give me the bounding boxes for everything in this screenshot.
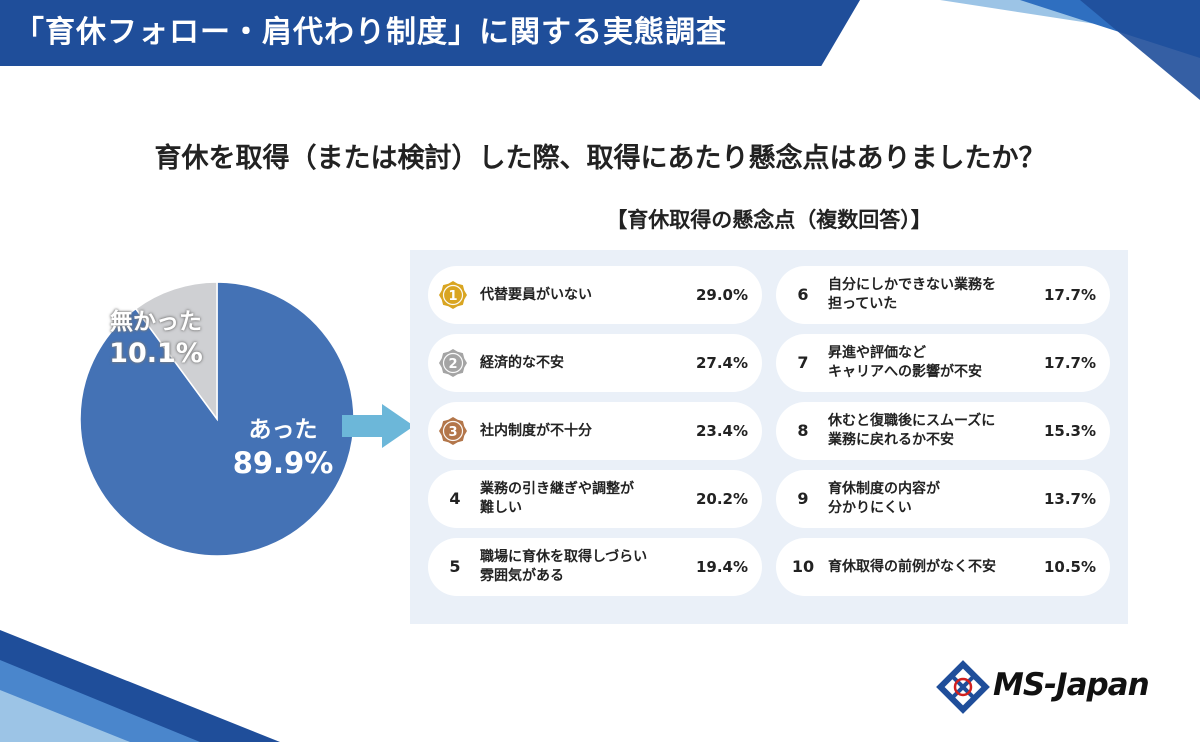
rank-value: 23.4% bbox=[695, 422, 748, 440]
rank-label: 育休取得の前例がなく不安 bbox=[828, 558, 996, 575]
rank-value: 17.7% bbox=[1043, 286, 1096, 304]
rank-label: 職場に育休を取得しづらい 雰囲気がある bbox=[480, 549, 648, 584]
rank-number: 10 bbox=[791, 557, 815, 576]
rank-number: 6 bbox=[797, 285, 809, 304]
panel-title: 【育休取得の懸念点（複数回答）】 bbox=[606, 208, 932, 232]
rank-value: 27.4% bbox=[695, 354, 748, 372]
pie-label-yes-value: 89.9% bbox=[232, 446, 334, 480]
ranking-panel: 1 代替要員がいない 29.0% 2 経済的な不安 27.4% 3 社内制度が不十分 23.4%… bbox=[410, 250, 1128, 624]
survey-question: 育休を取得（または検討）した際、取得にあたり懸念点はありましたか？ bbox=[154, 143, 1046, 174]
rank-value: 19.4% bbox=[695, 558, 748, 576]
rank-number: 3 bbox=[448, 425, 457, 440]
ranking-item-2: 2 経済的な不安 27.4% bbox=[428, 334, 762, 392]
rank-value: 10.5% bbox=[1043, 558, 1096, 576]
silver-medal-icon: 2 bbox=[439, 349, 467, 377]
ranking-item-7: 7 昇進や評価など キャリアへの影響が不安 17.7% bbox=[776, 334, 1110, 392]
rank-label: 自分にしかできない業務を 担っていた bbox=[828, 277, 996, 312]
pie-label-no: 無かった 10.1% bbox=[96, 302, 216, 369]
pie-chart: あった 89.9% 無かった 10.1% bbox=[78, 280, 356, 558]
rank-label: 休むと復職後にスムーズに 業務に戻れるか不安 bbox=[828, 413, 996, 448]
header-banner bbox=[0, 0, 860, 66]
rank-value: 15.3% bbox=[1043, 422, 1096, 440]
rank-value: 13.7% bbox=[1043, 490, 1096, 508]
ranking-item-8: 8 休むと復職後にスムーズに 業務に戻れるか不安 15.3% bbox=[776, 402, 1110, 460]
rank-number: 4 bbox=[449, 489, 461, 508]
rank-label: 業務の引き継ぎや調整が 難しい bbox=[480, 481, 634, 516]
ms-japan-logo-icon bbox=[936, 660, 990, 714]
bronze-medal-icon: 3 bbox=[439, 417, 467, 445]
rank-number: 1 bbox=[448, 289, 457, 304]
rank-number: 7 bbox=[797, 353, 809, 372]
ranking-item-9: 9 育休制度の内容が 分かりにくい 13.7% bbox=[776, 470, 1110, 528]
rank-number: 5 bbox=[449, 557, 461, 576]
rank-label: 育休制度の内容が 分かりにくい bbox=[828, 481, 940, 516]
pie-label-yes-name: あった bbox=[248, 417, 318, 443]
logo-text: MS-Japan bbox=[993, 667, 1150, 703]
ranking-item-5: 5 職場に育休を取得しづらい 雰囲気がある 19.4% bbox=[428, 538, 762, 596]
arrow-icon bbox=[342, 404, 414, 448]
ranking-item-1: 1 代替要員がいない 29.0% bbox=[428, 266, 762, 324]
rank-label: 経済的な不安 bbox=[480, 354, 564, 371]
rank-label: 昇進や評価など キャリアへの影響が不安 bbox=[828, 345, 982, 380]
bottom-left-stripes bbox=[0, 630, 280, 742]
pie-label-no-name: 無かった bbox=[110, 309, 202, 335]
pie-label-yes: あった 89.9% bbox=[228, 410, 338, 480]
header-title: 「育休フォロー・肩代わり制度」に関する実態調査 bbox=[14, 15, 727, 50]
rank-value: 20.2% bbox=[695, 490, 748, 508]
rank-number: 8 bbox=[797, 421, 809, 440]
ranking-item-6: 6 自分にしかできない業務を 担っていた 17.7% bbox=[776, 266, 1110, 324]
pie-slice-no bbox=[134, 281, 218, 422]
rank-number: 2 bbox=[448, 357, 457, 372]
pie-svg bbox=[79, 281, 355, 557]
ranking-item-4: 4 業務の引き継ぎや調整が 難しい 20.2% bbox=[428, 470, 762, 528]
rank-number: 9 bbox=[797, 489, 809, 508]
rank-label: 社内制度が不十分 bbox=[480, 422, 592, 439]
gold-medal-icon: 1 bbox=[439, 281, 467, 309]
pie-label-no-value: 10.1% bbox=[109, 338, 203, 369]
ranking-item-3: 3 社内制度が不十分 23.4% bbox=[428, 402, 762, 460]
rank-value: 17.7% bbox=[1043, 354, 1096, 372]
rank-label: 代替要員がいない bbox=[480, 286, 592, 303]
rank-value: 29.0% bbox=[695, 286, 748, 304]
top-right-stripes bbox=[940, 0, 1200, 100]
ranking-item-10: 10 育休取得の前例がなく不安 10.5% bbox=[776, 538, 1110, 596]
